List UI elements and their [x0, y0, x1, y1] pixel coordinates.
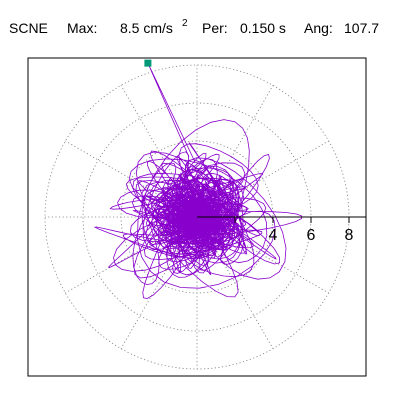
angle-value: 107.7 [344, 20, 379, 36]
radial-tick-label-8: 8 [345, 227, 354, 244]
max-point-marker [144, 59, 152, 67]
orbit-path [93, 119, 303, 300]
period-value: 0.150 s [240, 20, 286, 36]
radial-tick-label-6: 6 [307, 227, 316, 244]
station-code: SCNE [9, 20, 48, 36]
radial-axis: 4 6 8 [197, 216, 366, 244]
orbit-spike [147, 62, 196, 163]
radial-tick-label-4: 4 [269, 227, 278, 244]
orbit-trace [93, 62, 303, 300]
angle-label: Ang: [304, 20, 333, 36]
max-label: Max: [67, 20, 97, 36]
max-marker-layer [144, 59, 152, 67]
max-value: 8.5 cm/s [120, 20, 173, 36]
chart-header: SCNE Max: 8.5 cm/s 2 Per: 0.150 s Ang: 1… [9, 18, 379, 36]
max-unit-exponent: 2 [182, 18, 188, 29]
period-label: Per: [202, 20, 228, 36]
